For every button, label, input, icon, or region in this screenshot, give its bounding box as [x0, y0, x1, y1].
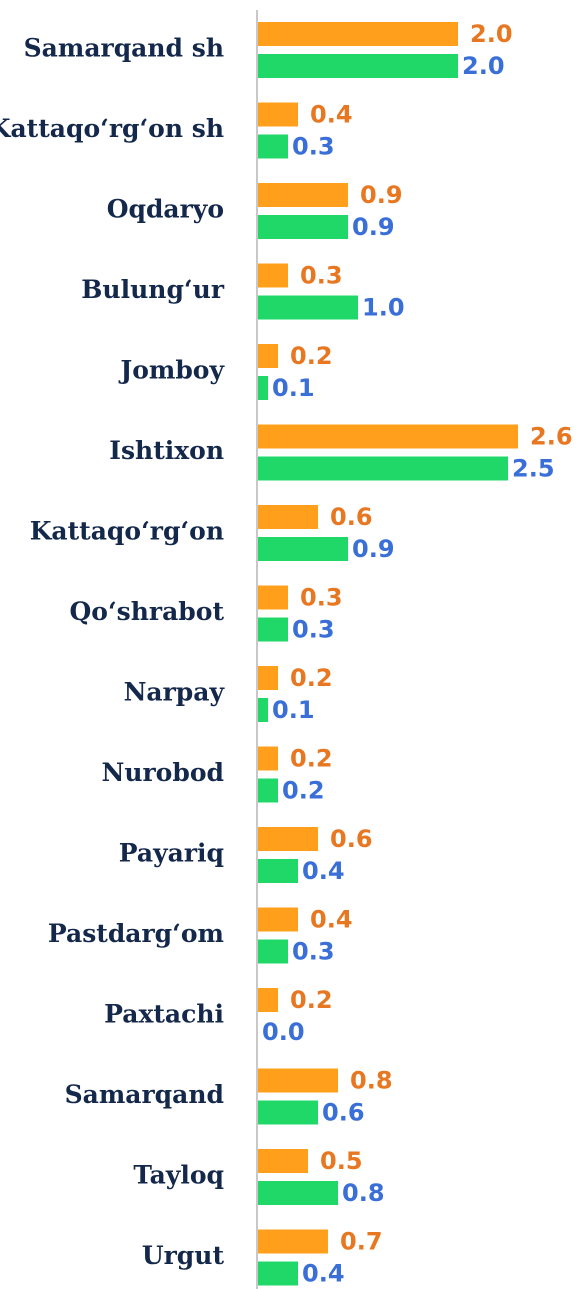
bar: [258, 54, 458, 78]
value-label: 2.5: [512, 455, 555, 483]
value-label: 0.9: [352, 213, 395, 241]
bar: [258, 456, 508, 481]
bar: [258, 617, 288, 642]
value-label: 0.2: [290, 745, 333, 773]
bar: [258, 1181, 338, 1205]
bar: [258, 1100, 318, 1125]
category-label: Pastdarg‘om: [48, 919, 224, 948]
bar: [258, 102, 298, 127]
value-label: 0.5: [320, 1147, 363, 1175]
category-label: Nurobod: [101, 758, 224, 787]
value-label: 0.4: [310, 101, 353, 129]
category-label: Kattaqo‘rg‘on: [30, 517, 224, 546]
bar: [258, 907, 298, 932]
value-label: 0.3: [300, 262, 343, 290]
bar: [258, 183, 348, 207]
bar: [258, 424, 518, 449]
bar: [258, 939, 288, 964]
value-label: 0.1: [272, 374, 315, 402]
bar: [258, 666, 278, 690]
bar: [258, 215, 348, 239]
value-label: 1.0: [362, 294, 405, 322]
value-label: 0.8: [350, 1067, 393, 1095]
bar: [258, 537, 348, 561]
bar: [258, 1261, 298, 1286]
category-label: Paxtachi: [104, 1000, 224, 1029]
category-label: Ishtixon: [109, 436, 224, 465]
value-label: 0.2: [282, 777, 325, 805]
category-label: Samarqand sh: [24, 34, 224, 63]
value-label: 0.8: [342, 1179, 385, 1207]
bar: [258, 827, 318, 851]
value-label: 0.2: [290, 664, 333, 692]
category-label: Samarqand: [65, 1080, 224, 1109]
category-label: Kattaqo‘rg‘on sh: [0, 114, 224, 143]
bar: [258, 22, 458, 46]
value-label: 0.2: [290, 986, 333, 1014]
bar: [258, 295, 358, 320]
bar: [258, 1149, 308, 1173]
value-label: 0.6: [322, 1099, 365, 1127]
value-label: 0.4: [302, 857, 345, 885]
category-label: Payariq: [119, 839, 224, 868]
value-label: 0.4: [302, 1260, 345, 1288]
category-label: Jomboy: [118, 356, 225, 385]
value-label: 0.7: [340, 1228, 383, 1256]
value-label: 0.6: [330, 825, 373, 853]
bar: [258, 698, 268, 722]
value-label: 0.2: [290, 342, 333, 370]
value-label: 0.3: [292, 938, 335, 966]
value-label: 2.0: [462, 52, 505, 80]
bar: [258, 1229, 328, 1254]
category-label: Oqdaryo: [107, 195, 224, 224]
value-label: 0.1: [272, 696, 315, 724]
value-label: 0.3: [300, 584, 343, 612]
value-label: 0.3: [292, 616, 335, 644]
value-label: 2.6: [530, 423, 573, 451]
bar: [258, 1068, 338, 1093]
category-label: Tayloq: [133, 1161, 224, 1190]
bar: [258, 859, 298, 883]
value-label: 0.3: [292, 133, 335, 161]
category-label: Qo‘shrabot: [70, 597, 225, 626]
bar: [258, 505, 318, 529]
bar: [258, 746, 278, 771]
value-label: 2.0: [470, 20, 513, 48]
category-label: Urgut: [142, 1241, 225, 1270]
category-label: Bulung‘ur: [81, 275, 225, 304]
value-label: 0.6: [330, 503, 373, 531]
bar: [258, 134, 288, 159]
bar: [258, 376, 268, 400]
category-label: Narpay: [124, 678, 226, 707]
value-label: 0.4: [310, 906, 353, 934]
bar: [258, 585, 288, 610]
bar: [258, 988, 278, 1012]
bar: [258, 778, 278, 803]
bar: [258, 263, 288, 288]
value-label: 0.9: [352, 535, 395, 563]
value-label: 0.9: [360, 181, 403, 209]
bar: [258, 344, 278, 368]
value-label: 0.0: [262, 1018, 305, 1046]
